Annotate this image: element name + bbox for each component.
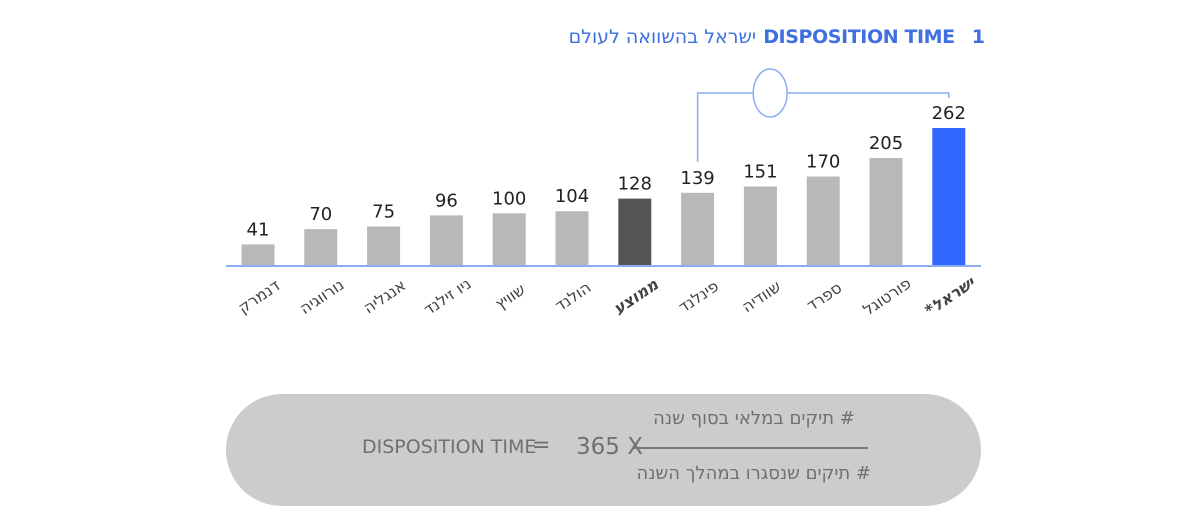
category-label-11: ישראל* — [921, 272, 979, 320]
category-labels-group: דנמרק נורווגיה אנגליה ניו זילנד שוויץ הולנד ממ… — [234, 272, 979, 320]
bar-1 — [304, 229, 338, 266]
value-label-3: 96 — [435, 190, 458, 211]
category-label-3: ניו זילנד — [420, 274, 474, 319]
formula-denominator: # תיקים שנסגרו במהלך השנה — [636, 463, 871, 484]
value-label-9: 170 — [806, 152, 840, 173]
formula-fraction-line — [633, 447, 868, 449]
comparison-line — [696, 92, 950, 162]
bar-9 — [806, 176, 840, 266]
value-label-8: 151 — [743, 162, 777, 183]
bar-8 — [743, 186, 777, 266]
chart-title: ישראל בהשוואה לעולם DISPOSITION TIME 1 — [569, 22, 985, 52]
value-label-6: 128 — [618, 174, 652, 195]
value-label-0: 41 — [247, 219, 270, 240]
category-label-4: שוויץ — [491, 280, 528, 314]
chart-number: 1 — [971, 26, 985, 48]
comparison-connector — [696, 68, 950, 162]
formula-left-side: DISPOSITION TIME — [362, 436, 537, 458]
value-label-1: 70 — [309, 204, 332, 225]
value-label-4: 100 — [492, 188, 526, 209]
formula-multiplier: 365 X — [576, 434, 643, 460]
chart-title-hebrew: ישראל בהשוואה לעולם — [568, 26, 757, 48]
category-label-9: ספרד — [803, 278, 845, 315]
category-label-8: שוודיה — [738, 277, 784, 317]
formula-numerator: # תיקים במלאי בסוף שנה — [653, 408, 855, 429]
comparison-marker-circle — [752, 68, 788, 118]
value-label-11: 262 — [932, 103, 966, 124]
formula-panel: DISPOSITION TIME = 365 X # תיקים במלאי ב… — [226, 394, 981, 506]
category-label-2: אנגליה — [360, 275, 409, 317]
bar-11 — [932, 128, 966, 266]
formula-equals-sign: = — [532, 433, 551, 458]
category-label-7: פינלנד — [675, 276, 722, 316]
category-label-6: ממוצע — [610, 274, 662, 318]
category-label-1: נורווגיה — [296, 275, 347, 318]
chart-title-strong: DISPOSITION TIME — [763, 26, 955, 48]
bar-5 — [555, 211, 589, 266]
bar-0 — [241, 244, 275, 266]
value-labels-group: 41 70 75 96 100 104 128 139 151 170 205 262 — [247, 103, 966, 240]
value-label-5: 104 — [555, 186, 589, 207]
category-label-5: הולנד — [551, 278, 594, 316]
bar-6 — [618, 198, 652, 266]
value-label-2: 75 — [372, 202, 395, 223]
bar-2 — [367, 226, 401, 266]
bar-3 — [429, 215, 463, 266]
bar-10 — [869, 158, 903, 266]
bar-4 — [492, 213, 526, 266]
category-label-0: דנמרק — [234, 275, 283, 317]
category-label-10: פורטוגל — [859, 274, 914, 320]
value-label-7: 139 — [680, 168, 714, 189]
value-label-10: 205 — [869, 133, 903, 154]
bar-7 — [681, 192, 715, 266]
bars-group — [241, 128, 966, 266]
